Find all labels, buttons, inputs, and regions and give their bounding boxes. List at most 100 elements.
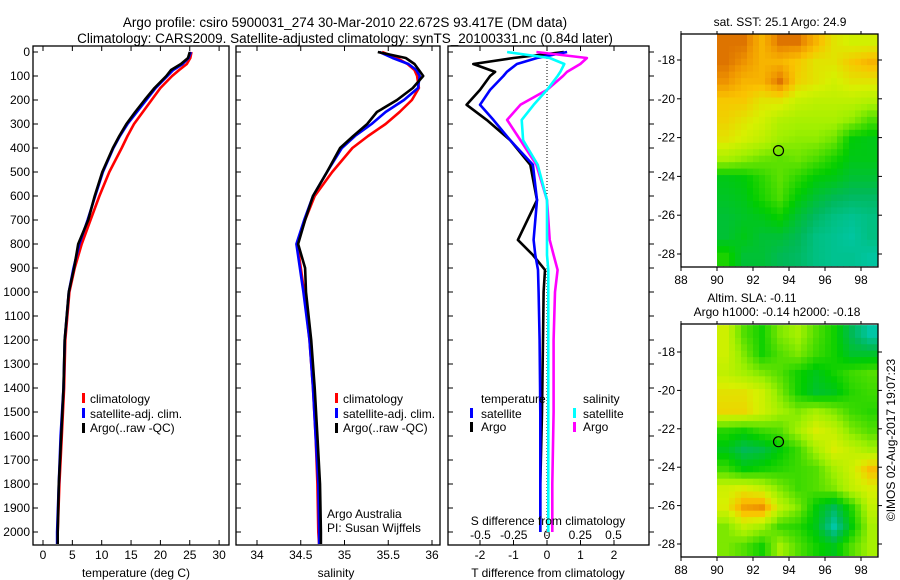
map-cell (813, 357, 820, 364)
map-cell (765, 414, 772, 422)
map-cell (723, 337, 730, 345)
map-cell (729, 427, 736, 435)
map-cell (735, 427, 742, 435)
map-cell (717, 536, 724, 544)
map-cell (759, 344, 766, 352)
map-cell (843, 116, 850, 124)
map-cell (855, 465, 862, 473)
map-cell (783, 549, 790, 556)
map-cell (867, 549, 874, 556)
map-cell (765, 389, 772, 396)
map-cell (795, 149, 802, 157)
map-cell (855, 110, 862, 118)
map-cell (819, 34, 826, 40)
map-cell (825, 97, 832, 105)
map-cell (861, 52, 868, 60)
map-cell (825, 142, 832, 150)
map-cell (813, 549, 820, 556)
map-cell (753, 259, 760, 267)
map-cell (813, 344, 820, 352)
map-cell (753, 84, 760, 92)
map-cell (723, 440, 730, 448)
map-cell (795, 497, 802, 505)
s-diff-tick-label: 0.25 (569, 528, 593, 542)
map-cell (741, 414, 748, 422)
s-diff-satellite-line (506, 50, 566, 532)
map-cell (795, 65, 802, 73)
map-cell (753, 440, 760, 448)
map-cell (861, 155, 868, 163)
map-cell (873, 149, 879, 157)
map-cell (831, 369, 838, 377)
map-cell (855, 459, 862, 467)
map-cell (843, 252, 850, 260)
map-cell (813, 401, 820, 409)
map-cell (729, 34, 736, 40)
map-cell (825, 162, 832, 170)
map-cell (795, 542, 802, 550)
map-cell (723, 78, 730, 86)
map-cell (873, 433, 879, 441)
map-cell (819, 45, 826, 53)
map-cell (849, 168, 856, 176)
map-cell (807, 523, 814, 531)
map-cell (771, 408, 778, 416)
map-cell (771, 395, 778, 403)
map-cell (729, 123, 736, 131)
map-cell (819, 542, 826, 550)
map-cell (855, 149, 862, 157)
map-cell (759, 542, 766, 550)
map-cell (873, 497, 879, 505)
lat-tick-label: -24 (658, 169, 676, 183)
map-cell (867, 246, 874, 254)
map-cell (813, 459, 820, 467)
map-cell (873, 104, 879, 111)
map-cell (759, 337, 766, 345)
map-cell (843, 226, 850, 234)
map-cell (717, 123, 724, 131)
map-cell (831, 433, 838, 441)
map-cell (777, 491, 784, 499)
map-cell (741, 472, 748, 480)
map-cell (813, 71, 820, 79)
map-cell (843, 369, 850, 377)
map-cell (801, 181, 808, 189)
map-cell (747, 433, 754, 441)
map-cell (777, 427, 784, 435)
map-cell (759, 65, 766, 73)
map-cell (801, 220, 808, 228)
map-cell (789, 382, 796, 390)
map-cell (729, 207, 736, 215)
map-cell (759, 331, 766, 339)
map-cell (771, 478, 778, 486)
map-cell (813, 331, 820, 339)
map-cell (819, 194, 826, 202)
map-cell (807, 34, 814, 40)
map-cell (759, 175, 766, 183)
map-cell (789, 104, 796, 111)
map-cell (843, 421, 850, 428)
map-cell (831, 65, 838, 73)
map-cell (723, 344, 730, 352)
map-cell (783, 39, 790, 47)
map-cell (837, 181, 844, 189)
map-cell (807, 252, 814, 260)
map-cell (861, 142, 868, 150)
map-cell (729, 517, 736, 524)
map-cell (825, 376, 832, 384)
map-cell (837, 523, 844, 531)
map-cell (795, 136, 802, 144)
map-cell (771, 136, 778, 144)
lat-tick-label: -18 (658, 53, 676, 67)
map-cell (747, 213, 754, 221)
map-cell (831, 34, 838, 40)
map-cell (735, 369, 742, 377)
map-cell (723, 110, 730, 118)
map-cell (855, 337, 862, 345)
map-cell (825, 357, 832, 364)
map-cell (747, 453, 754, 460)
map-cell (741, 357, 748, 364)
map-cell (777, 226, 784, 234)
map-cell (729, 350, 736, 358)
